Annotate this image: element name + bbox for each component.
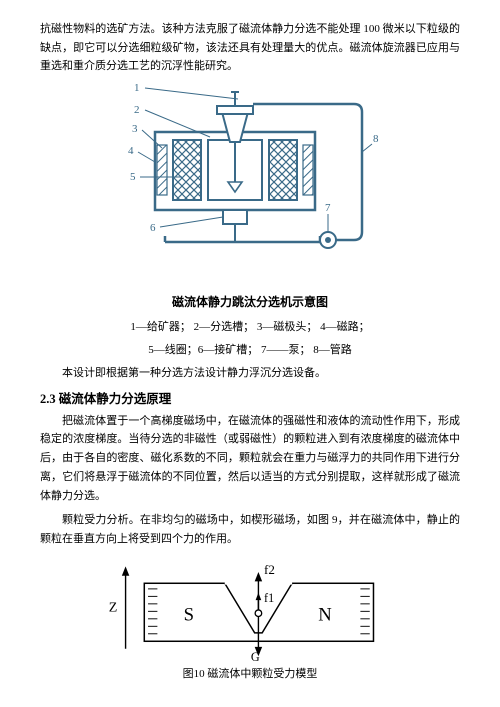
svg-text:f1: f1	[264, 591, 274, 605]
separator-diagram-svg: 1 2 3 4 5 6 7 8	[110, 82, 390, 282]
section-p1: 把磁流体置于一个高梯度磁场中，在磁流体的强磁性和液体的流动性作用下，形成稳定的浓…	[40, 412, 460, 505]
svg-text:7: 7	[325, 202, 331, 214]
diagram2-caption: 图10 磁流体中颗粒受力模型	[40, 665, 460, 684]
svg-text:3: 3	[132, 123, 138, 135]
svg-text:4: 4	[128, 145, 134, 157]
svg-text:5: 5	[130, 171, 136, 183]
diagram1-title: 磁流体静力跳汰分选机示意图	[40, 292, 460, 312]
diagram-2: Z f2 f1 G S N 图10 磁流体中颗粒受力模型	[40, 555, 460, 684]
section-2-3-heading: 2.3 磁流体静力分选原理	[40, 389, 460, 410]
diagram1-legend-2: 5—线圈；6—接矿槽； 7——泵； 8—管路	[40, 341, 460, 360]
intro-paragraph: 抗磁性物料的选矿方法。该种方法克服了磁流体静力分选不能处理 100 微米以下粒级…	[40, 20, 460, 76]
diagram1-legend-1: 1—给矿器； 2—分选槽； 3—磁极头； 4—磁路；	[40, 318, 460, 337]
svg-text:G: G	[251, 649, 260, 662]
force-model-svg: Z f2 f1 G S N	[105, 555, 395, 663]
svg-text:N: N	[318, 604, 332, 625]
svg-text:8: 8	[373, 133, 379, 145]
svg-text:S: S	[184, 604, 194, 625]
svg-text:2: 2	[134, 104, 140, 116]
design-note: 本设计即根据第一种分选方法设计静力浮沉分选设备。	[40, 364, 460, 383]
svg-text:6: 6	[150, 222, 156, 234]
section-p2: 颗粒受力分析。在非均匀的磁场中，如楔形磁场，如图 9，并在磁流体中，静止的颗粒在…	[40, 511, 460, 548]
section-number: 2.3	[40, 392, 56, 406]
svg-text:f2: f2	[264, 561, 275, 576]
svg-text:Z: Z	[109, 599, 118, 615]
section-title: 磁流体静力分选原理	[56, 392, 172, 406]
diagram-1: 1 2 3 4 5 6 7 8	[40, 82, 460, 282]
svg-text:1: 1	[134, 82, 140, 94]
